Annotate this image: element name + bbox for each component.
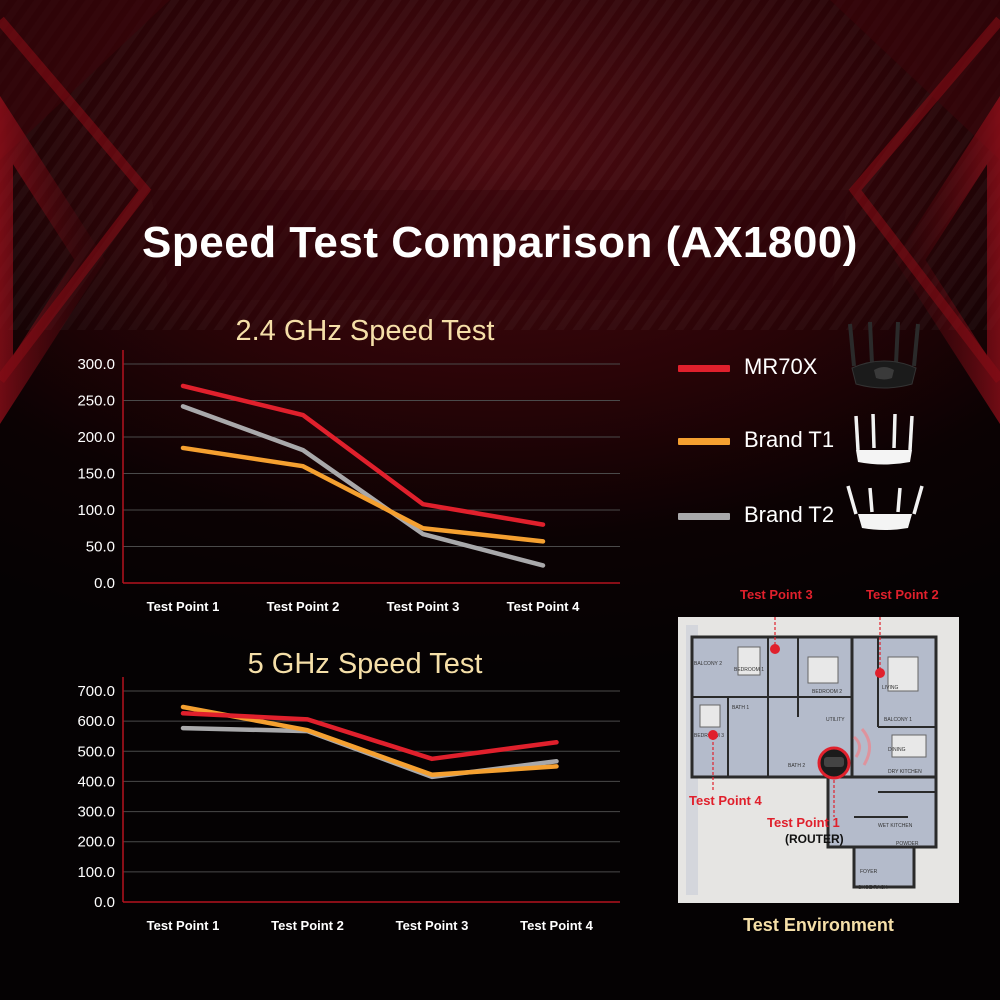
legend-swatch-brand-t2 [678,513,730,520]
router-brand-t1-image [854,413,914,465]
router-brand-t2-image [846,485,924,530]
chart-5ghz-x-tick-label: Test Point 4 [520,918,593,933]
svg-text:BATH 1: BATH 1 [732,705,749,711]
chart-24ghz-y-tick-label: 50.0 [86,539,115,556]
test-point-4-label: Test Point 4 [689,793,762,808]
chart-24ghz-y-tick-label: 0.0 [94,575,115,592]
legend-label-brand-t1: Brand T1 [744,427,835,452]
svg-text:BEDROOM 2: BEDROOM 2 [812,689,842,695]
chart-24ghz-x-tick-label: Test Point 3 [387,599,460,614]
svg-text:WET KITCHEN: WET KITCHEN [878,823,913,829]
floor-plan-drawing: BALCONY 2 BEDROOM 1 BEDROOM 2 LIVING BAL… [678,617,959,903]
test-point-3-label: Test Point 3 [740,587,813,602]
svg-text:DINING: DINING [888,747,906,753]
chart-5ghz-x-tick-label: Test Point 1 [147,918,220,933]
router-label: (ROUTER) [785,832,844,846]
chart-24ghz-y-tick-label: 200.0 [77,429,115,446]
chart-5ghz-y-tick-label: 600.0 [77,713,115,730]
chart-5ghz-series-line-brand-t1 [180,704,559,778]
chart-title-24ghz: 2.4 GHz Speed Test [235,315,495,347]
test-environment-label: Test Environment [743,915,894,935]
svg-text:BALCONY 2: BALCONY 2 [694,661,722,667]
chart-24ghz-series-line-brand-t1 [180,445,546,544]
chart-5ghz-x-tick-label: Test Point 2 [271,918,344,933]
chart-5ghz-y-tick-label: 100.0 [77,864,115,881]
test-point-2-label: Test Point 2 [866,587,939,602]
chart-24ghz-series-line-mr70x [180,383,546,527]
legend-label-mr70x: MR70X [744,354,818,379]
chart-5ghz-x-tick-label: Test Point 3 [396,918,469,933]
chart-24ghz-x-tick-label: Test Point 2 [267,599,340,614]
chart-5ghz-y-tick-label: 700.0 [77,683,115,700]
chart-24ghz-y-tick-label: 300.0 [77,356,115,373]
svg-text:FOYER: FOYER [860,869,878,875]
chart-24ghz-y-tick-label: 250.0 [77,393,115,410]
test-point-1-label: Test Point 1 [767,815,840,830]
page-title: Speed Test Comparison (AX1800) [142,218,858,267]
legend-swatch-brand-t1 [678,438,730,445]
chart-24ghz-series-line-brand-t2 [180,404,546,568]
chart-5ghz-y-tick-label: 500.0 [77,743,115,760]
svg-text:BEDROOM 1: BEDROOM 1 [734,667,764,673]
chart-24ghz-x-tick-label: Test Point 1 [147,599,220,614]
chart-24ghz-y-tick-label: 150.0 [77,466,115,483]
router-mr70x-image [848,321,920,389]
chart-5ghz-y-tick-label: 300.0 [77,804,115,821]
svg-text:LIVING: LIVING [882,685,899,691]
svg-text:BALCONY 1: BALCONY 1 [884,717,912,723]
legend-label-brand-t2: Brand T2 [744,502,835,527]
legend-swatch-mr70x [678,365,730,372]
chart-title-5ghz: 5 GHz Speed Test [247,648,483,680]
chart-5ghz-series-line-mr70x [180,711,559,762]
chart-5ghz-y-tick-label: 200.0 [77,834,115,851]
svg-text:POWDER: POWDER [896,841,919,847]
svg-text:DRY KITCHEN: DRY KITCHEN [888,769,922,775]
chart-5ghz-y-tick-label: 400.0 [77,773,115,790]
svg-text:BATH 2: BATH 2 [788,763,805,769]
chart-24ghz-y-tick-label: 100.0 [77,502,115,519]
chart-5ghz-y-tick-label: 0.0 [94,894,115,911]
svg-text:UTILITY: UTILITY [826,717,845,723]
floor-plan: BALCONY 2 BEDROOM 1 BEDROOM 2 LIVING BAL… [678,617,959,903]
chart-24ghz-x-tick-label: Test Point 4 [507,599,580,614]
svg-text:SHOE RACK: SHOE RACK [858,885,888,891]
